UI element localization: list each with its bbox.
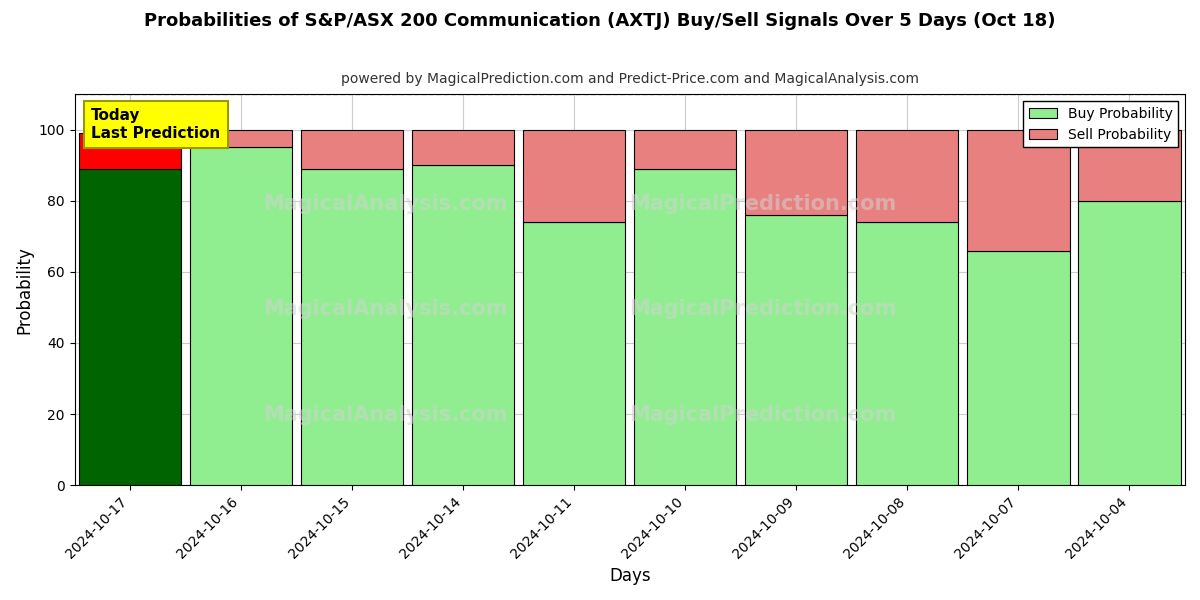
Bar [745,215,847,485]
Bar [635,169,737,485]
Bar [523,130,625,222]
Bar [1079,130,1181,201]
Text: Today
Last Prediction: Today Last Prediction [91,109,221,141]
Text: Probabilities of S&P/ASX 200 Communication (AXTJ) Buy/Sell Signals Over 5 Days (: Probabilities of S&P/ASX 200 Communicati… [144,12,1056,30]
X-axis label: Days: Days [610,567,650,585]
Bar [857,222,959,485]
Bar [967,251,1069,485]
Bar [745,130,847,215]
Text: MagicalAnalysis.com: MagicalAnalysis.com [263,194,508,214]
Bar [1079,201,1181,485]
Text: MagicalPrediction.com: MagicalPrediction.com [630,405,896,425]
Bar [301,130,403,169]
Bar [190,130,293,148]
Text: MagicalAnalysis.com: MagicalAnalysis.com [263,299,508,319]
Text: MagicalAnalysis.com: MagicalAnalysis.com [263,405,508,425]
Text: MagicalPrediction.com: MagicalPrediction.com [630,299,896,319]
Bar [857,130,959,222]
Legend: Buy Probability, Sell Probability: Buy Probability, Sell Probability [1024,101,1178,147]
Bar [967,130,1069,251]
Bar [79,133,181,169]
Y-axis label: Probability: Probability [16,246,34,334]
Bar [635,130,737,169]
Bar [190,148,293,485]
Bar [412,165,515,485]
Bar [523,222,625,485]
Bar [412,130,515,165]
Text: MagicalPrediction.com: MagicalPrediction.com [630,194,896,214]
Bar [79,169,181,485]
Title: powered by MagicalPrediction.com and Predict-Price.com and MagicalAnalysis.com: powered by MagicalPrediction.com and Pre… [341,72,919,86]
Bar [301,169,403,485]
